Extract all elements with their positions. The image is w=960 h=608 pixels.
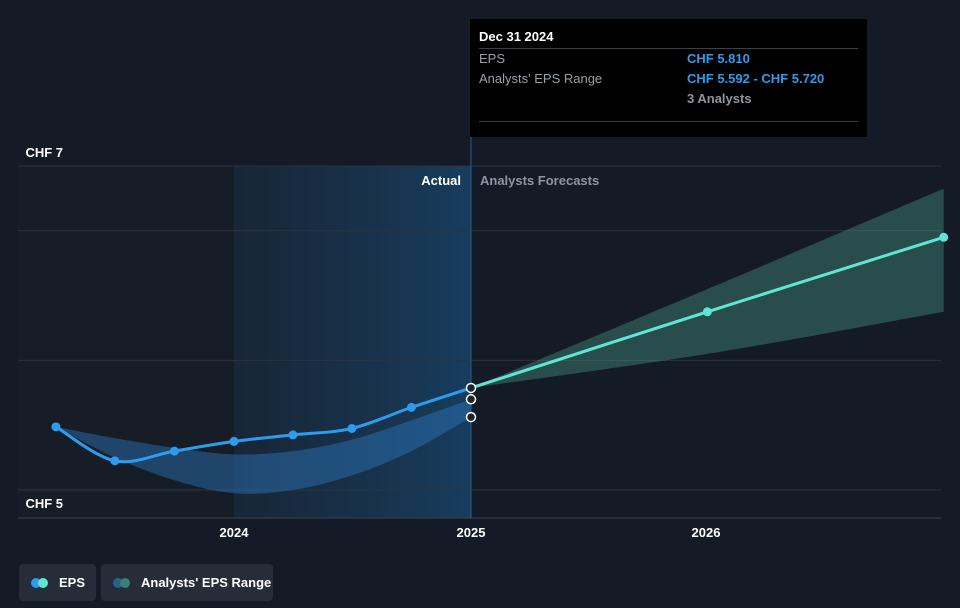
actual-label: Actual: [421, 173, 461, 188]
tooltip-row-analysts: 3 Analysts: [479, 89, 858, 109]
actual-period-highlight: [234, 166, 471, 518]
tooltip-key-analysts: [479, 89, 687, 109]
eps-point[interactable]: [347, 423, 357, 433]
forecast-label: Analysts Forecasts: [480, 173, 599, 188]
range-area-forecast: [471, 188, 944, 388]
eps-point[interactable]: [169, 446, 179, 456]
eps-point[interactable]: [939, 232, 949, 242]
grid: [18, 165, 941, 519]
range-point[interactable]: [465, 411, 477, 423]
legend-range-icon: [113, 577, 133, 588]
tooltip-row-eps: EPS CHF 5.810: [479, 48, 858, 69]
y-tick-label-top: CHF 7: [25, 145, 63, 160]
tooltip-value-range: CHF 5.592 - CHF 5.720: [687, 71, 825, 86]
legend-eps-icon: [31, 577, 51, 588]
eps-points: [51, 232, 949, 466]
tooltip-key-eps: EPS: [479, 51, 506, 66]
eps-point[interactable]: [465, 382, 477, 394]
legend-eps-label: EPS: [59, 575, 86, 590]
tooltip-divider: [479, 121, 858, 122]
eps-point[interactable]: [229, 436, 239, 446]
x-tick-label-2024: 2024: [220, 525, 250, 540]
x-tick-label-2025: 2025: [457, 525, 486, 540]
tooltip: Dec 31 2024 EPS CHF 5.810 Analysts' EPS …: [470, 19, 867, 137]
eps-point[interactable]: [406, 402, 416, 412]
legend-item-eps[interactable]: EPS: [19, 564, 96, 601]
y-tick-label-bottom: CHF 5: [25, 496, 63, 511]
tooltip-value-analysts: 3 Analysts: [687, 91, 752, 106]
range-areas: [55, 188, 944, 494]
legend-range-label: Analysts' EPS Range: [141, 575, 272, 590]
legend-item-range[interactable]: Analysts' EPS Range: [101, 564, 273, 601]
past-background: [18, 166, 234, 518]
eps-point[interactable]: [288, 430, 298, 440]
tooltip-date: Dec 31 2024: [479, 29, 554, 44]
eps-point[interactable]: [110, 456, 120, 466]
x-tick-label-2026: 2026: [692, 525, 721, 540]
range-point[interactable]: [465, 394, 477, 405]
tooltip-key-range: Analysts' EPS Range: [479, 71, 603, 86]
tooltip-value-eps: CHF 5.810: [687, 51, 750, 66]
eps-point[interactable]: [51, 422, 61, 432]
range-area-actual: [55, 399, 471, 494]
tooltip-row-range: Analysts' EPS Range CHF 5.592 - CHF 5.72…: [479, 69, 858, 89]
eps-point[interactable]: [702, 307, 712, 317]
